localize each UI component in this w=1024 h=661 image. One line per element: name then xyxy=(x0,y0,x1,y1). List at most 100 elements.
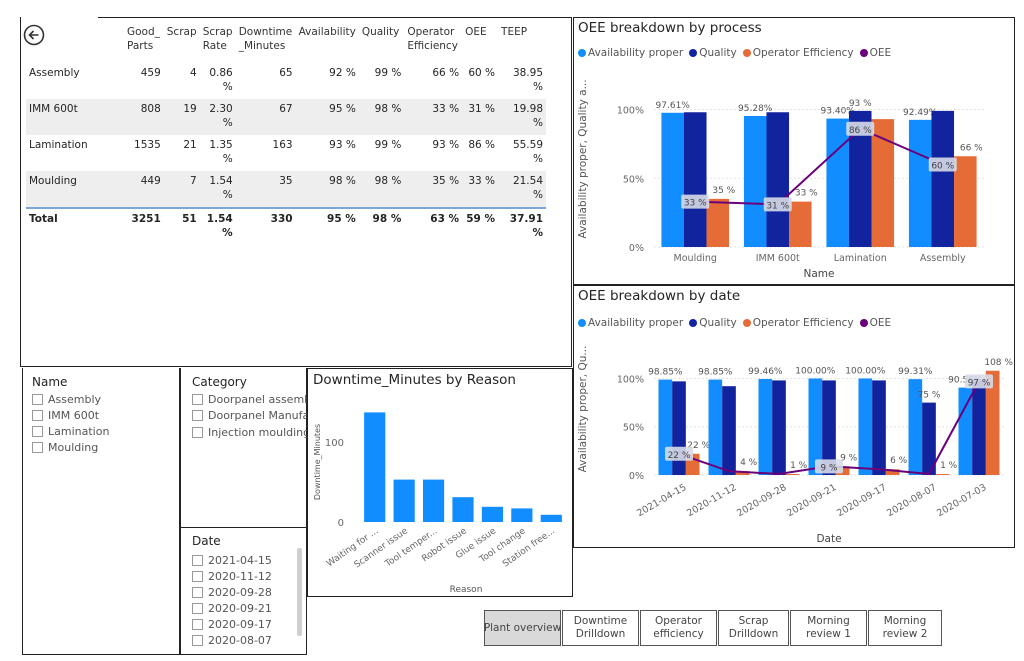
cell-scrap-rate: 0.86 % xyxy=(209,67,233,93)
column-header-name[interactable] xyxy=(26,22,124,63)
checkbox[interactable] xyxy=(192,619,203,630)
nav-operator-efficiency-button[interactable]: Operator efficiency xyxy=(640,610,717,646)
category-slicer-item[interactable]: Injection moulding xyxy=(192,426,310,439)
legend-item[interactable]: OEE xyxy=(859,47,891,59)
bar xyxy=(908,119,932,247)
legend-item[interactable]: Operator Efficiency xyxy=(742,47,854,59)
column-header-availability[interactable]: Availability xyxy=(298,26,356,38)
date-slicer-item[interactable]: 2020-11-12 xyxy=(192,570,272,583)
cell-scrap-rate: 1.54 % xyxy=(199,171,236,208)
column-header-downtime[interactable]: Downtime _Minutes xyxy=(238,26,293,52)
date-slicer-item[interactable]: 2020-09-21 xyxy=(192,602,272,615)
name-slicer-title: Name xyxy=(32,375,68,389)
checkbox[interactable] xyxy=(192,587,203,598)
y-tick-label: 100% xyxy=(617,374,644,385)
data-label: 6 % xyxy=(890,456,908,466)
data-label: 22 % xyxy=(668,451,691,461)
x-tick-label: 2020-09-28 xyxy=(735,482,788,519)
data-label: 97 % xyxy=(968,378,991,388)
checkbox[interactable] xyxy=(192,555,203,566)
cell-scrap: 7 xyxy=(163,171,200,208)
column-header-good-parts[interactable]: Good_ Parts xyxy=(126,26,160,52)
table-row[interactable]: Moulding 449 7 1.54 % 35 98 % 98 % 35 % … xyxy=(26,171,546,208)
date-slicer-item[interactable]: 2020-09-17 xyxy=(192,618,272,631)
checkbox[interactable] xyxy=(32,426,43,437)
cell-availability: 93 % xyxy=(329,139,356,151)
cell-name: Lamination xyxy=(29,139,88,151)
legend-item[interactable]: Availability proper xyxy=(578,317,683,329)
bar xyxy=(772,380,786,475)
bar xyxy=(540,514,562,522)
name-slicer-item-lamination[interactable]: Lamination xyxy=(32,425,109,438)
checkbox[interactable] xyxy=(192,427,203,438)
data-label: 9 % xyxy=(820,463,838,473)
bar xyxy=(972,380,986,475)
cell-good-parts: 449 xyxy=(123,171,164,208)
date-slicer-item[interactable]: 2021-04-15 xyxy=(192,554,272,567)
legend-item[interactable]: OEE xyxy=(859,317,891,329)
downtime-chart-title: Downtime_Minutes by Reason xyxy=(313,372,516,388)
column-header-scrap-rate[interactable]: Scrap Rate xyxy=(202,26,233,52)
nav-scrap-drilldown-button[interactable]: Scrap Drilldown xyxy=(718,610,789,646)
category-slicer-item[interactable]: Doorpanel assembly xyxy=(192,393,321,406)
checkbox[interactable] xyxy=(192,635,203,646)
checkbox[interactable] xyxy=(192,603,203,614)
column-header-quality[interactable]: Quality xyxy=(361,26,400,38)
checkbox[interactable] xyxy=(192,410,203,421)
data-label: 99.31% xyxy=(898,367,933,377)
back-button[interactable] xyxy=(23,24,45,46)
cell-downtime: 67 xyxy=(235,99,296,135)
bar xyxy=(789,201,812,247)
total-operator-efficiency: 63 % xyxy=(404,207,463,245)
nav-plant-overview-button[interactable]: Plant overview xyxy=(484,610,561,646)
checkbox[interactable] xyxy=(32,410,43,421)
cell-operator-efficiency: 93 % xyxy=(432,139,460,151)
table-row[interactable]: IMM 600t 808 19 2.30 % 67 95 % 98 % 33 %… xyxy=(26,99,546,135)
checkbox[interactable] xyxy=(32,442,43,453)
bar xyxy=(481,506,504,522)
bar xyxy=(672,381,686,475)
legend-item[interactable]: Operator Efficiency xyxy=(742,317,854,329)
bar xyxy=(722,386,736,475)
column-header-scrap[interactable]: Scrap xyxy=(166,26,197,38)
bar xyxy=(758,378,773,475)
checkbox[interactable] xyxy=(192,571,203,582)
data-label: 95.28% xyxy=(738,104,773,114)
data-label: 66 % xyxy=(960,143,983,153)
data-label: 93 % xyxy=(849,99,872,109)
legend-item[interactable]: Quality xyxy=(689,47,737,59)
cell-name: IMM 600t xyxy=(26,99,124,135)
nav-morning-review-2-button[interactable]: Morning review 2 xyxy=(868,610,942,646)
bar xyxy=(871,119,895,247)
data-label: 60 % xyxy=(931,162,954,172)
column-header-operator-efficiency[interactable]: Operator Efficiency xyxy=(407,26,458,52)
date-slicer-title: Date xyxy=(192,534,221,548)
cell-oee: 60 % xyxy=(468,67,496,79)
name-slicer-item-moulding[interactable]: Moulding xyxy=(32,441,98,454)
cell-good-parts: 459 xyxy=(140,67,161,79)
table-row[interactable]: Lamination 1535 21 1.35 % 163 93 % 99 % … xyxy=(26,135,546,171)
data-label: 22 % xyxy=(687,441,710,451)
legend-item[interactable]: Availability proper xyxy=(578,47,683,59)
name-slicer-item-assembly[interactable]: Assembly xyxy=(32,393,101,406)
cell-operator-efficiency: 35 % xyxy=(404,171,463,208)
column-header-oee[interactable]: OEE xyxy=(465,26,487,38)
nav-downtime-drilldown-button[interactable]: Downtime Drilldown xyxy=(562,610,639,646)
checkbox[interactable] xyxy=(32,394,43,405)
name-slicer-item-imm600t[interactable]: IMM 600t xyxy=(32,409,99,422)
table-row[interactable]: Assembly 459 4 0.86 % 65 92 % 99 % 66 % … xyxy=(26,63,546,100)
legend-item[interactable]: Quality xyxy=(689,317,737,329)
data-label-bg xyxy=(965,374,993,389)
category-slicer xyxy=(180,368,307,528)
category-slicer-item[interactable]: Doorpanel Manufa... xyxy=(192,409,320,422)
data-label-bg xyxy=(681,194,710,209)
total-availability: 95 % xyxy=(295,207,359,245)
date-slicer-scrollbar[interactable] xyxy=(297,548,302,636)
date-slicer-item[interactable]: 2020-08-07 xyxy=(192,634,272,647)
nav-morning-review-1-button[interactable]: Morning review 1 xyxy=(790,610,867,646)
date-slicer-item[interactable]: 2020-09-28 xyxy=(192,586,272,599)
checkbox[interactable] xyxy=(192,394,203,405)
data-label: 93.40% xyxy=(821,107,856,117)
column-header-teep[interactable]: TEEP xyxy=(501,26,528,38)
bar xyxy=(858,378,873,475)
